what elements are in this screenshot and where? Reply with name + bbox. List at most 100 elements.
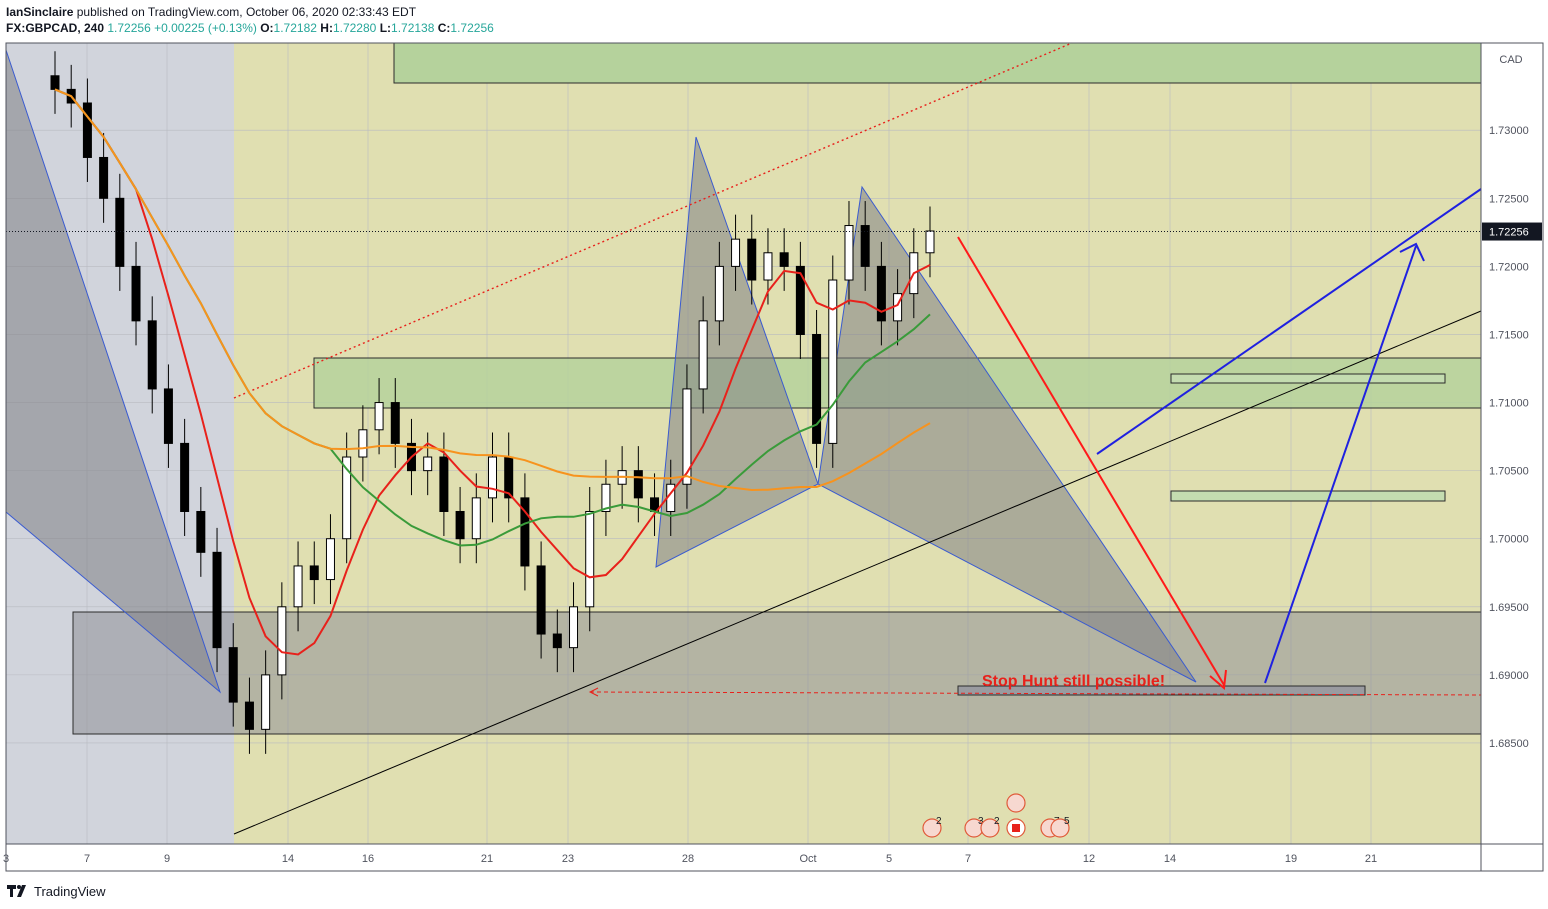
candle-body bbox=[569, 606, 579, 649]
y-tick-label: 1.72000 bbox=[1489, 261, 1529, 273]
stop-hunt-arrowhead bbox=[588, 687, 599, 697]
candle-body bbox=[244, 701, 254, 730]
candle-body bbox=[82, 102, 92, 158]
publisher-name[interactable]: IanSinclaire bbox=[6, 5, 74, 19]
zone-small-1 bbox=[1170, 373, 1446, 384]
tradingview-logo-icon[interactable] bbox=[6, 883, 28, 899]
candle-body bbox=[342, 456, 352, 540]
candle-body bbox=[795, 265, 805, 335]
x-tick-label: 14 bbox=[282, 853, 294, 865]
candle-body bbox=[131, 265, 141, 322]
flag-uk-icon bbox=[1006, 793, 1026, 813]
candle-body bbox=[423, 456, 433, 472]
x-tick-label: 23 bbox=[562, 853, 574, 865]
candle-body bbox=[325, 538, 335, 581]
y-tick-label: 1.70500 bbox=[1489, 466, 1529, 478]
candle-body bbox=[731, 238, 741, 267]
y-tick-label: 1.72500 bbox=[1489, 193, 1529, 205]
candle-body bbox=[277, 606, 287, 676]
x-tick-label: 5 bbox=[886, 853, 892, 865]
candle-body bbox=[471, 497, 481, 540]
event-badge: 2 bbox=[922, 816, 942, 838]
candle-body bbox=[585, 510, 595, 608]
open-label: O: bbox=[260, 21, 274, 35]
chart-header: IanSinclaire published on TradingView.co… bbox=[6, 4, 906, 40]
blue-arrowhead bbox=[1399, 242, 1425, 262]
candle-body bbox=[747, 238, 757, 281]
last-price-tag bbox=[1482, 222, 1542, 241]
open-value: 1.72182 bbox=[273, 21, 317, 35]
footer-brand[interactable]: TradingView bbox=[34, 883, 106, 899]
footer: TradingView bbox=[6, 880, 106, 902]
candle-body bbox=[293, 565, 303, 608]
x-tick-label: Oct bbox=[799, 853, 816, 865]
y-tick-label: 1.70000 bbox=[1489, 534, 1529, 546]
rising-trendline bbox=[233, 310, 1482, 835]
time-axis-bg bbox=[6, 844, 1543, 872]
candle-body bbox=[520, 497, 530, 567]
pattern-xab bbox=[655, 136, 819, 568]
event-badge-count: 5 bbox=[1064, 816, 1070, 827]
y-tick-label: 1.68500 bbox=[1489, 738, 1529, 750]
x-tick-label: 3 bbox=[3, 853, 9, 865]
candle-body bbox=[714, 265, 724, 322]
y-tick-label: 1.71500 bbox=[1489, 329, 1529, 341]
symbol-label[interactable]: FX:GBPCAD, 240 bbox=[6, 21, 105, 35]
candle-body bbox=[261, 674, 271, 730]
candle-body bbox=[196, 510, 206, 553]
red-arrowhead bbox=[1209, 669, 1227, 690]
close-label: C: bbox=[437, 21, 451, 35]
candle-body bbox=[779, 252, 789, 267]
low-label: L: bbox=[379, 21, 392, 35]
candle-body bbox=[536, 565, 546, 635]
y-tick-label: 1.69000 bbox=[1489, 670, 1529, 682]
flag-ca-leaf bbox=[1012, 824, 1020, 832]
red-arrow-down bbox=[957, 236, 1225, 686]
candle-body bbox=[180, 442, 190, 512]
x-tick-label: 7 bbox=[965, 853, 971, 865]
candle-body bbox=[309, 565, 319, 581]
candle-body bbox=[455, 510, 465, 540]
candle-body bbox=[552, 633, 562, 649]
y-tick-label: 1.69500 bbox=[1489, 602, 1529, 614]
blue-trendline bbox=[1096, 188, 1482, 455]
ma-red bbox=[54, 88, 931, 656]
candle-body bbox=[682, 388, 692, 485]
candle-body bbox=[860, 225, 870, 267]
candle-body bbox=[212, 551, 222, 649]
published-text: published on TradingView.com, October 06… bbox=[76, 5, 417, 19]
candle-body bbox=[390, 402, 400, 444]
price-change: +0.00225 (+0.13%) bbox=[154, 21, 257, 35]
currency-label: CAD bbox=[1499, 54, 1522, 66]
candle-body bbox=[633, 470, 643, 499]
y-tick-label: 1.71000 bbox=[1489, 398, 1529, 410]
dotted-trendline bbox=[233, 42, 1073, 399]
candle-body bbox=[488, 456, 497, 499]
zone-top-green bbox=[393, 42, 1482, 84]
event-badge-count: 3 bbox=[978, 816, 984, 827]
zone-bottom-grey bbox=[72, 611, 1482, 735]
candle-body bbox=[358, 429, 368, 458]
chart-frame bbox=[5, 42, 1544, 872]
candle-body bbox=[50, 75, 60, 90]
candle-body bbox=[601, 483, 611, 512]
flag-uk-icon bbox=[1050, 818, 1070, 838]
candle-body bbox=[99, 156, 109, 199]
x-tick-label: 21 bbox=[481, 853, 493, 865]
candle-body bbox=[228, 647, 238, 703]
candle-body bbox=[374, 402, 384, 431]
high-label: H: bbox=[320, 21, 333, 35]
stop-hunt-label: Stop Hunt still possible! bbox=[982, 673, 1165, 690]
zone-small-2 bbox=[1170, 490, 1446, 502]
x-tick-label: 14 bbox=[1164, 853, 1176, 865]
stop-hunt-level bbox=[589, 691, 1482, 696]
flag-uk-icon bbox=[922, 818, 942, 838]
blue-arrow-up bbox=[1264, 245, 1417, 684]
zone-small-3 bbox=[957, 685, 1366, 696]
y-tick-label: 1.73000 bbox=[1489, 125, 1529, 137]
x-tick-label: 7 bbox=[84, 853, 90, 865]
high-value: 1.72280 bbox=[332, 21, 377, 35]
ma-orange bbox=[54, 88, 931, 492]
candle-body bbox=[828, 279, 838, 444]
